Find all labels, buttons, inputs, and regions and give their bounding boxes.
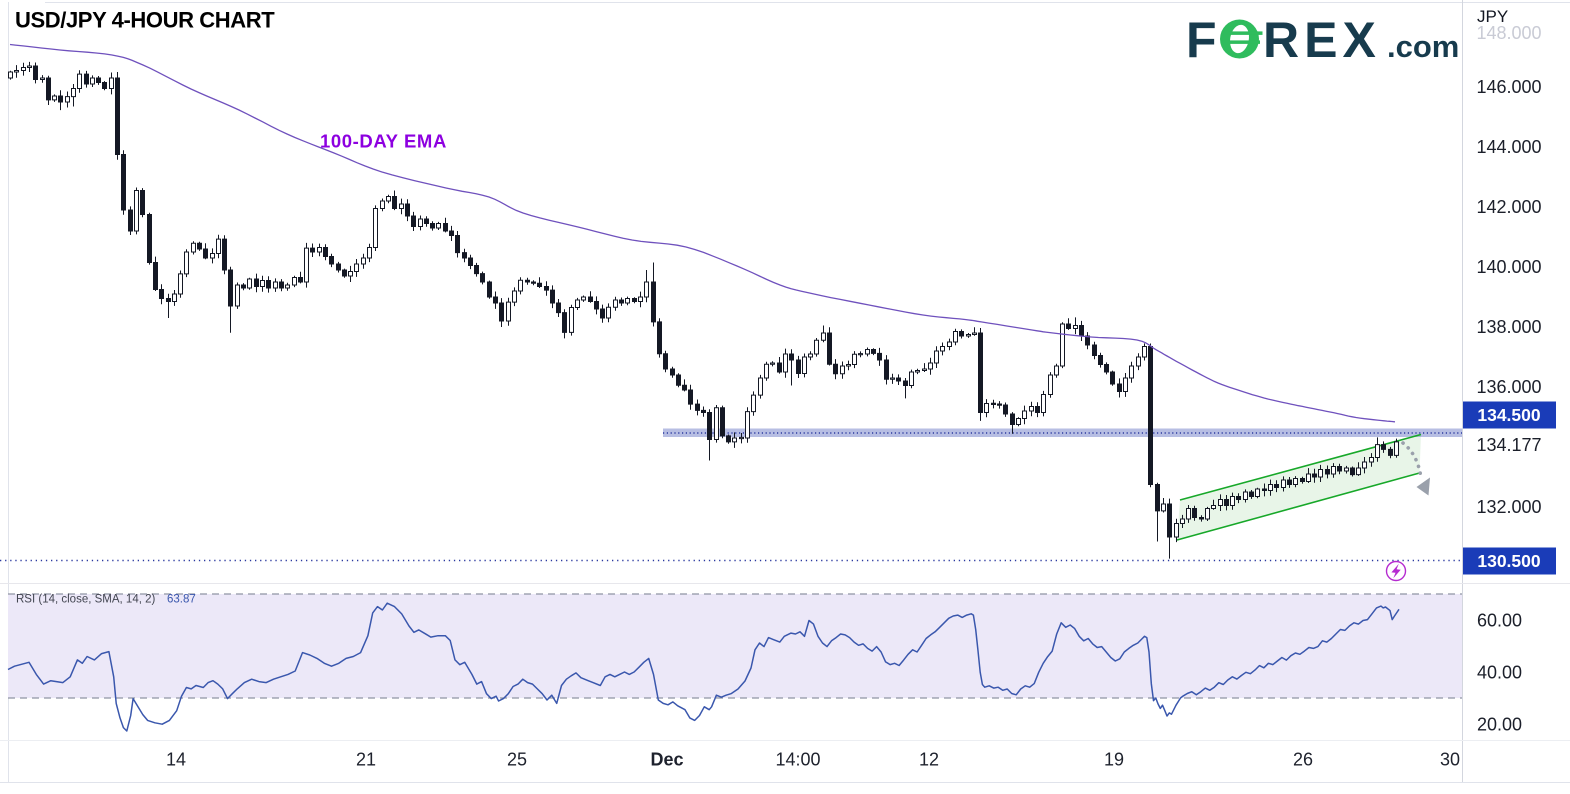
svg-text:138.000: 138.000 <box>1476 317 1541 337</box>
svg-text:USD/JPY 4-HOUR CHART: USD/JPY 4-HOUR CHART <box>15 8 275 33</box>
svg-text:25: 25 <box>507 750 527 770</box>
svg-text:100-DAY EMA: 100-DAY EMA <box>320 131 447 152</box>
svg-text:134.177: 134.177 <box>1476 435 1541 455</box>
svg-text:JPY: JPY <box>1477 7 1508 26</box>
svg-text:144.000: 144.000 <box>1476 137 1541 157</box>
svg-text:140.000: 140.000 <box>1476 257 1541 277</box>
svg-text:130.500: 130.500 <box>1477 551 1541 571</box>
svg-text:14:00: 14:00 <box>775 750 820 770</box>
svg-text:12: 12 <box>919 750 939 770</box>
svg-text:.com: .com <box>1387 29 1459 64</box>
svg-text:REX: REX <box>1263 12 1381 68</box>
svg-text:60.00: 60.00 <box>1477 610 1522 630</box>
svg-text:63.87: 63.87 <box>167 594 196 606</box>
svg-text:26: 26 <box>1293 750 1313 770</box>
svg-text:134.500: 134.500 <box>1477 405 1541 425</box>
svg-text:132.000: 132.000 <box>1476 497 1541 517</box>
svg-text:146.000: 146.000 <box>1476 77 1541 97</box>
svg-text:136.000: 136.000 <box>1476 377 1541 397</box>
svg-text:20.00: 20.00 <box>1477 714 1522 734</box>
svg-text:F: F <box>1186 12 1217 68</box>
svg-text:40.00: 40.00 <box>1477 662 1522 682</box>
svg-text:14: 14 <box>166 750 186 770</box>
svg-text:142.000: 142.000 <box>1476 197 1541 217</box>
svg-text:30: 30 <box>1440 750 1460 770</box>
svg-text:21: 21 <box>356 750 376 770</box>
svg-text:148.000: 148.000 <box>1476 23 1541 43</box>
svg-text:Dec: Dec <box>650 750 683 770</box>
svg-text:RSI (14, close, SMA, 14, 2): RSI (14, close, SMA, 14, 2) <box>16 594 156 606</box>
svg-text:19: 19 <box>1104 750 1124 770</box>
